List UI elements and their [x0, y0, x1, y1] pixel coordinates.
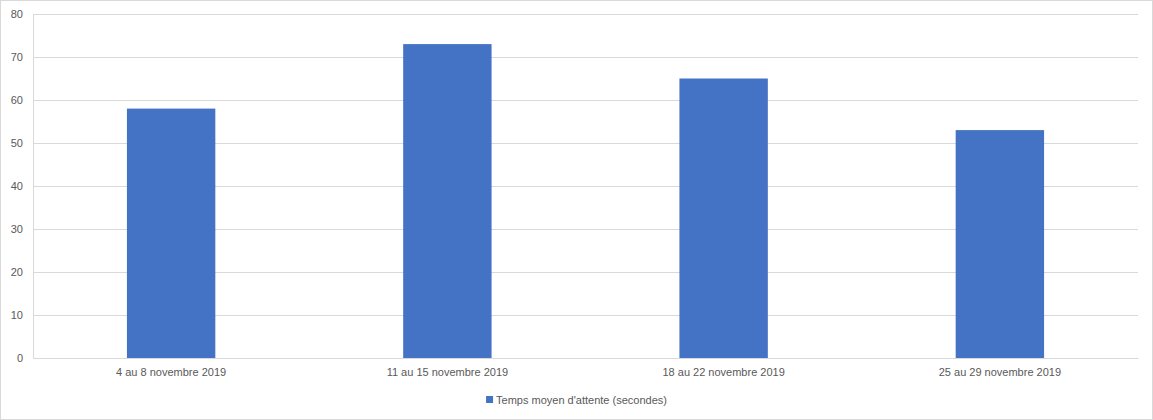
y-tick-label: 70 — [11, 51, 23, 63]
legend-item: Temps moyen d'attente (secondes) — [486, 394, 667, 406]
bar — [956, 130, 1044, 358]
bar — [679, 79, 767, 359]
x-tick: 25 au 29 novembre 2019 — [939, 358, 1061, 378]
grid-line — [33, 14, 1138, 15]
x-axis: 4 au 8 novembre 2019 11 au 15 novembre 20… — [34, 358, 1139, 378]
y-tick-label: 20 — [11, 266, 23, 278]
y-axis-line — [33, 15, 34, 359]
y-tick-label: 50 — [11, 137, 23, 149]
y-tick-label: 10 — [11, 309, 23, 321]
bar — [127, 109, 215, 358]
y-tick-label: 60 — [11, 94, 23, 106]
y-tick: 30 — [11, 223, 33, 235]
x-tick-label: 18 au 22 novembre 2019 — [662, 366, 784, 378]
y-tick: 0 — [17, 352, 33, 364]
x-tick: 11 au 15 novembre 2019 — [387, 358, 509, 378]
bars — [127, 44, 1044, 358]
chart-border — [1, 1, 1153, 420]
y-tick: 20 — [11, 266, 33, 278]
x-tick: 18 au 22 novembre 2019 — [662, 358, 784, 378]
y-axis: 0 10 20 30 40 50 60 70 80 — [11, 8, 34, 364]
y-tick: 40 — [11, 180, 33, 192]
y-tick-label: 30 — [11, 223, 23, 235]
x-tick: 4 au 8 novembre 2019 — [116, 358, 226, 378]
y-tick-label: 40 — [11, 180, 23, 192]
y-tick: 10 — [11, 309, 33, 321]
y-tick: 50 — [11, 137, 33, 149]
legend-label: Temps moyen d'attente (secondes) — [496, 394, 667, 406]
y-tick-label: 80 — [11, 8, 23, 20]
grid-line — [33, 100, 1138, 101]
x-axis-line — [34, 358, 1139, 359]
x-tick-label: 25 au 29 novembre 2019 — [939, 366, 1061, 378]
y-tick: 70 — [11, 51, 33, 63]
x-tick-label: 11 au 15 novembre 2019 — [387, 366, 509, 378]
y-tick: 60 — [11, 94, 33, 106]
x-tick-label: 4 au 8 novembre 2019 — [116, 366, 226, 378]
y-tick: 80 — [11, 8, 33, 20]
grid — [33, 14, 1138, 358]
grid-line — [33, 57, 1138, 58]
legend: Temps moyen d'attente (secondes) — [486, 394, 667, 406]
plot: 0 10 20 30 40 50 60 70 80 4 au 8 novembre 2019 11 … — [11, 8, 1139, 378]
bar — [403, 44, 491, 358]
legend-swatch — [486, 396, 493, 403]
y-tick-label: 0 — [17, 352, 23, 364]
chart: 0 10 20 30 40 50 60 70 80 4 au 8 novembre 2019 11 … — [0, 0, 1153, 420]
